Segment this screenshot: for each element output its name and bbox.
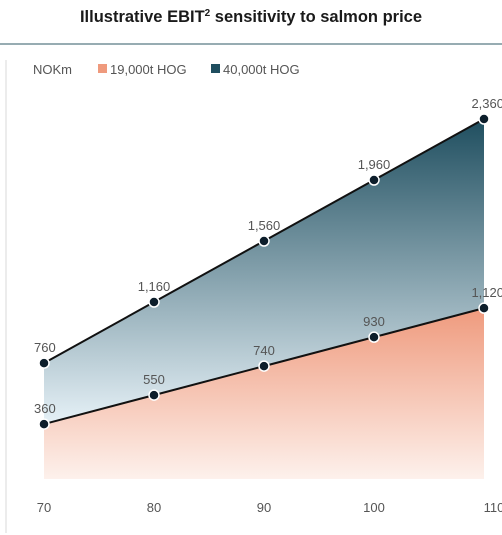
data-label-19000t-hog: 550 xyxy=(143,372,165,387)
data-label-19000t-hog: 1,120 xyxy=(471,285,502,300)
legend: 19,000t HOG 40,000t HOG xyxy=(98,62,300,77)
unit-label: NOKm xyxy=(33,62,72,77)
data-label-40000t-hog: 1,160 xyxy=(138,279,171,294)
point-40000t-hog xyxy=(38,357,50,369)
legend-label: 19,000t HOG xyxy=(110,62,187,77)
legend-label: 40,000t HOG xyxy=(223,62,300,77)
point-40000t-hog xyxy=(148,296,160,308)
data-label-19000t-hog: 360 xyxy=(34,401,56,416)
legend-swatch xyxy=(98,64,107,73)
point-19000t-hog xyxy=(38,418,50,430)
area-19000t-hog xyxy=(44,308,484,479)
legend-swatch xyxy=(211,64,220,73)
area-40000t-hog xyxy=(44,119,484,425)
point-layer xyxy=(38,113,490,430)
legend-item-19000t-hog: 19,000t HOG xyxy=(98,62,187,77)
x-tick-label: 110 xyxy=(484,500,502,515)
point-19000t-hog xyxy=(368,331,380,343)
data-label-19000t-hog: 930 xyxy=(363,314,385,329)
point-19000t-hog xyxy=(478,302,490,314)
chart-title: Illustrative EBIT2 sensitivity to salmon… xyxy=(80,8,422,26)
data-label-19000t-hog: 740 xyxy=(253,343,275,358)
data-label-40000t-hog: 1,560 xyxy=(248,218,281,233)
legend-item-40000t-hog: 40,000t HOG xyxy=(211,62,300,77)
data-label-40000t-hog: 1,960 xyxy=(358,157,391,172)
chart-title-superscript: 2 xyxy=(205,8,211,19)
point-40000t-hog xyxy=(368,174,380,186)
area-layer xyxy=(44,119,484,479)
point-40000t-hog xyxy=(478,113,490,125)
chart-title-prefix: Illustrative EBIT xyxy=(80,8,205,26)
data-label-40000t-hog: 760 xyxy=(34,340,56,355)
point-40000t-hog xyxy=(258,235,270,247)
x-tick-label: 70 xyxy=(37,500,51,515)
chart-title-suffix: sensitivity to salmon price xyxy=(210,8,422,26)
data-label-layer: 360 550 740 930 1,120 760 1,160 1,560 1,960 2,360 xyxy=(34,96,502,416)
point-19000t-hog xyxy=(148,389,160,401)
point-19000t-hog xyxy=(258,360,270,372)
x-tick-label: 90 xyxy=(257,500,271,515)
x-tick-label: 80 xyxy=(147,500,161,515)
x-axis: 70 80 90 100 110 xyxy=(37,500,502,515)
x-tick-label: 100 xyxy=(363,500,385,515)
data-label-40000t-hog: 2,360 xyxy=(471,96,502,111)
